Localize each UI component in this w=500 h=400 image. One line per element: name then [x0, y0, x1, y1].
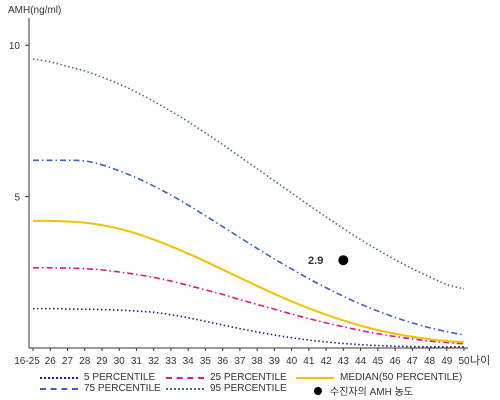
- x-tick-label: 43: [338, 356, 350, 367]
- x-tick-label: 16-25: [14, 356, 40, 367]
- x-tick-label: 36: [217, 356, 229, 367]
- x-tick-label: 49: [441, 356, 453, 367]
- legend-item: 25 PERCENTILE: [166, 372, 287, 383]
- series-line-5-percentile: [32, 307, 464, 348]
- x-tick-label: 42: [321, 356, 333, 367]
- x-tick-label: 27: [62, 356, 74, 367]
- x-tick-label: 39: [269, 356, 281, 367]
- legend-point-marker: [314, 386, 322, 395]
- series-line-95-percentile: [32, 58, 465, 290]
- x-tick-label: 35: [200, 356, 212, 367]
- legend-item: 75 PERCENTILE: [40, 383, 161, 394]
- x-tick-label: 31: [131, 356, 143, 367]
- x-tick-label: 38: [252, 356, 264, 367]
- plot-area: 2.9: [32, 58, 465, 348]
- patient-amh-point: [338, 255, 349, 266]
- legend-swatch: [166, 376, 204, 379]
- legend-swatch: [166, 387, 204, 390]
- x-tick-label: 34: [183, 356, 195, 367]
- y-tick-label: 10: [9, 41, 21, 52]
- series-line-25-percentile: [32, 266, 465, 345]
- legend-label: 95 PERCENTILE: [210, 383, 287, 394]
- x-tick-label: 40: [286, 356, 298, 367]
- x-tick-label: 30: [114, 356, 126, 367]
- x-tick-label: 28: [79, 356, 91, 367]
- x-axis-title: 나이: [470, 354, 490, 367]
- legend-label: 5 PERCENTILE: [84, 372, 156, 383]
- legend-item: MEDIAN(50 PERCENTILE): [296, 372, 462, 383]
- legend-swatch: [40, 376, 78, 379]
- y-axis-title: AMH(ng/ml): [8, 5, 61, 16]
- legend-swatch: [40, 387, 78, 390]
- legend-label: 수진자의 AMH 농도: [330, 387, 413, 398]
- x-tick-label: 29: [96, 356, 108, 367]
- x-tick-label: 26: [45, 356, 57, 367]
- x-tick-label: 45: [372, 356, 384, 367]
- legend-swatch: [296, 376, 334, 379]
- legend-label: 25 PERCENTILE: [210, 372, 287, 383]
- x-tick-label: 48: [424, 356, 436, 367]
- x-tick-label: 41: [303, 356, 315, 367]
- legend-item: 5 PERCENTILE: [40, 372, 155, 383]
- series-line-75-percentile: [33, 159, 465, 336]
- x-tick-label: 44: [355, 356, 367, 367]
- legend-label: 75 PERCENTILE: [84, 383, 161, 394]
- x-tick-label: 37: [234, 356, 246, 367]
- y-axis: AMH(ng/ml): [8, 5, 61, 348]
- x-tick-label: 50: [458, 356, 470, 367]
- x-tick-label: 33: [165, 356, 177, 367]
- y-tick-label: 5: [14, 193, 20, 204]
- patient-amh-value: 2.9: [308, 255, 323, 267]
- x-tick-label: 47: [407, 356, 419, 367]
- legend-item: 수진자의 AMH 농도: [290, 383, 413, 398]
- x-tick-label: 46: [389, 356, 401, 367]
- x-tick-label: 32: [148, 356, 160, 367]
- legend-item: 95 PERCENTILE: [166, 383, 287, 394]
- legend-label: MEDIAN(50 PERCENTILE): [340, 372, 463, 383]
- series-line-median-50-percentile: [32, 219, 465, 344]
